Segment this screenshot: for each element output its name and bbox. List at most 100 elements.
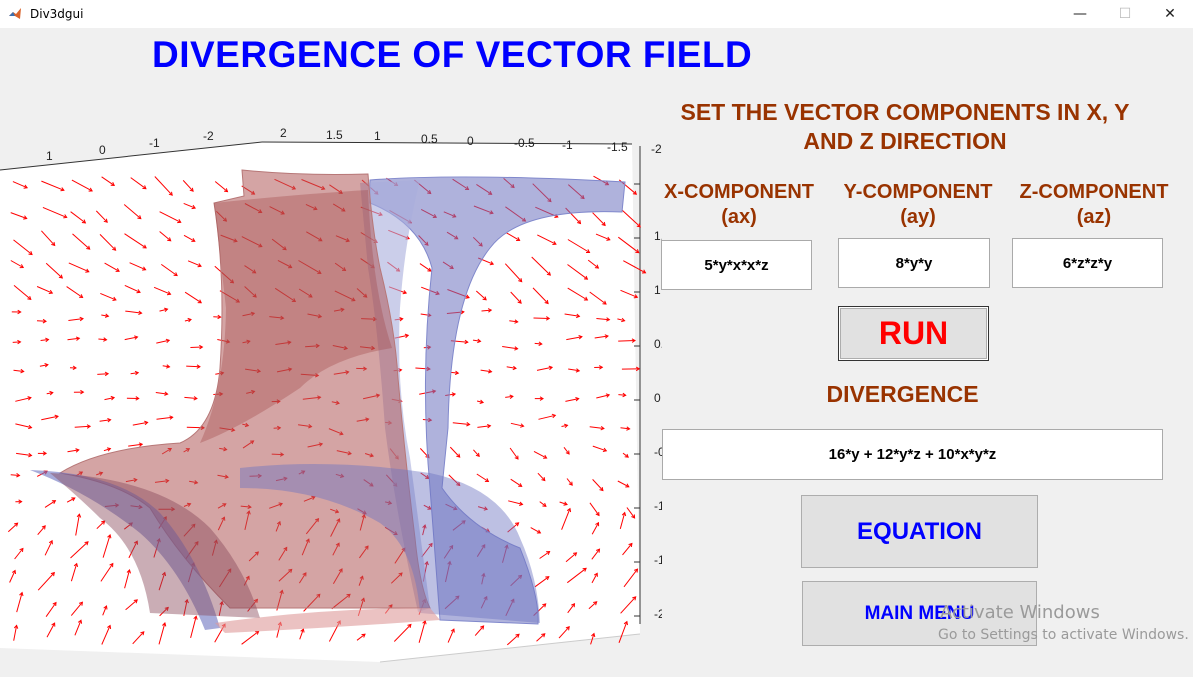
vector-arrow-head	[464, 339, 469, 345]
vector-arrow	[128, 540, 138, 559]
vector-arrow	[566, 567, 587, 584]
top-tick-label: 0.5	[421, 132, 438, 146]
vector-arrow-head	[137, 215, 142, 220]
vector-arrow	[476, 473, 489, 482]
vector-arrow	[75, 514, 80, 536]
vector-arrow	[505, 395, 513, 398]
vector-arrow-head	[51, 622, 56, 627]
minimize-button[interactable]: —	[1057, 0, 1103, 28]
vector-arrow	[567, 264, 588, 280]
vector-arrow	[186, 365, 200, 368]
vector-arrow-head	[27, 396, 32, 401]
vector-field-plot[interactable]: 1 0 -1 -2 2 1.5 1 0.5 0 -0.5 -1 -1.5 -2 …	[0, 128, 662, 677]
vector-arrow-head	[621, 511, 627, 517]
vector-arrow-head	[177, 219, 182, 224]
vector-arrow-head	[591, 632, 596, 638]
vector-arrow	[476, 400, 484, 403]
vector-arrow	[537, 234, 557, 245]
vector-arrow-head	[576, 313, 581, 319]
vector-arrow	[617, 480, 630, 488]
vector-arrow-head	[199, 344, 204, 350]
equation-button[interactable]: EQUATION	[801, 495, 1038, 568]
vector-arrow	[36, 286, 53, 294]
vector-arrow-head	[75, 336, 81, 341]
vector-arrow	[158, 622, 166, 645]
vector-arrow-head	[542, 502, 547, 507]
vector-arrow-head	[300, 628, 305, 633]
vector-arrow	[67, 337, 80, 341]
run-button[interactable]: RUN	[838, 306, 989, 361]
vector-arrow-head	[110, 181, 116, 186]
z-component-input[interactable]: 6*z*z*y	[1012, 238, 1163, 288]
vector-arrow-head	[598, 365, 604, 370]
vector-arrow-head	[606, 236, 611, 241]
vector-arrow-head	[104, 371, 110, 377]
vector-arrow-head	[162, 622, 167, 627]
vector-arrow	[214, 181, 228, 192]
y-component-input[interactable]: 8*y*y	[838, 238, 990, 288]
vector-arrow	[618, 621, 628, 643]
vector-arrow-head	[565, 450, 570, 455]
vector-arrow	[504, 263, 523, 282]
vector-arrow	[39, 364, 48, 367]
vector-arrow-head	[42, 451, 48, 456]
vector-arrow-head	[518, 483, 523, 487]
vector-arrow	[566, 478, 573, 486]
vector-arrow-head	[518, 278, 523, 283]
vector-arrow-head	[219, 600, 224, 606]
vector-arrow	[159, 308, 168, 312]
right-tick-label: -2	[654, 607, 662, 621]
vector-arrow-head	[184, 598, 189, 604]
vector-arrow	[42, 206, 67, 218]
top-tick-label: 0	[467, 134, 474, 148]
vector-arrow	[506, 366, 517, 369]
vector-arrow-head	[424, 560, 429, 566]
vector-arrow	[617, 236, 640, 253]
vector-arrow	[99, 234, 116, 251]
vector-arrow-head	[217, 314, 222, 320]
vector-arrow	[74, 425, 91, 428]
x-component-input[interactable]: 5*y*x*x*z	[661, 240, 812, 290]
vector-arrow-head	[86, 424, 92, 429]
vector-arrow	[477, 506, 488, 510]
vector-arrow	[132, 421, 148, 426]
vector-arrow-head	[173, 272, 178, 277]
vector-arrow-head	[454, 370, 460, 376]
vector-arrow-head	[23, 215, 28, 220]
vector-arrow-head	[602, 300, 607, 305]
vector-arrow	[589, 502, 600, 516]
vector-arrow	[533, 450, 547, 459]
vector-arrow-head	[578, 335, 583, 340]
vector-arrow	[16, 592, 23, 613]
vector-arrow-head	[466, 421, 471, 427]
vector-arrow-head	[164, 391, 169, 396]
vector-arrow	[537, 472, 546, 481]
top-tick-label: 1	[374, 129, 381, 143]
vector-arrow	[46, 622, 56, 638]
vector-arrow-head	[577, 219, 582, 225]
vector-arrow	[74, 620, 82, 636]
vector-arrow-head	[107, 417, 112, 423]
vector-arrow-head	[595, 511, 600, 517]
vector-arrow	[536, 366, 553, 371]
vector-arrow	[156, 339, 170, 344]
right-tick-label: -1	[654, 499, 662, 513]
vector-arrow	[70, 541, 89, 559]
vector-arrow-head	[544, 299, 549, 305]
vector-arrow	[618, 340, 636, 342]
vector-arrow-head	[104, 313, 110, 318]
blue-surface-lower-left	[30, 470, 220, 630]
maximize-button[interactable]: ☐	[1102, 0, 1148, 28]
vector-arrow	[474, 625, 484, 636]
vector-arrow-head	[483, 506, 489, 511]
vector-arrow	[561, 508, 571, 530]
vector-arrow	[161, 263, 178, 277]
vector-arrow-head	[169, 415, 174, 420]
vector-arrow	[36, 320, 47, 322]
vector-arrow-head	[164, 307, 169, 312]
vector-arrow-head	[187, 317, 192, 323]
close-button[interactable]: ✕	[1147, 0, 1193, 28]
plot-svg: 1 0 -1 -2 2 1.5 1 0.5 0 -0.5 -1 -1.5 -2 …	[0, 128, 662, 663]
main-menu-button[interactable]: MAIN MENU	[802, 581, 1037, 646]
vector-arrow-head	[593, 572, 598, 577]
